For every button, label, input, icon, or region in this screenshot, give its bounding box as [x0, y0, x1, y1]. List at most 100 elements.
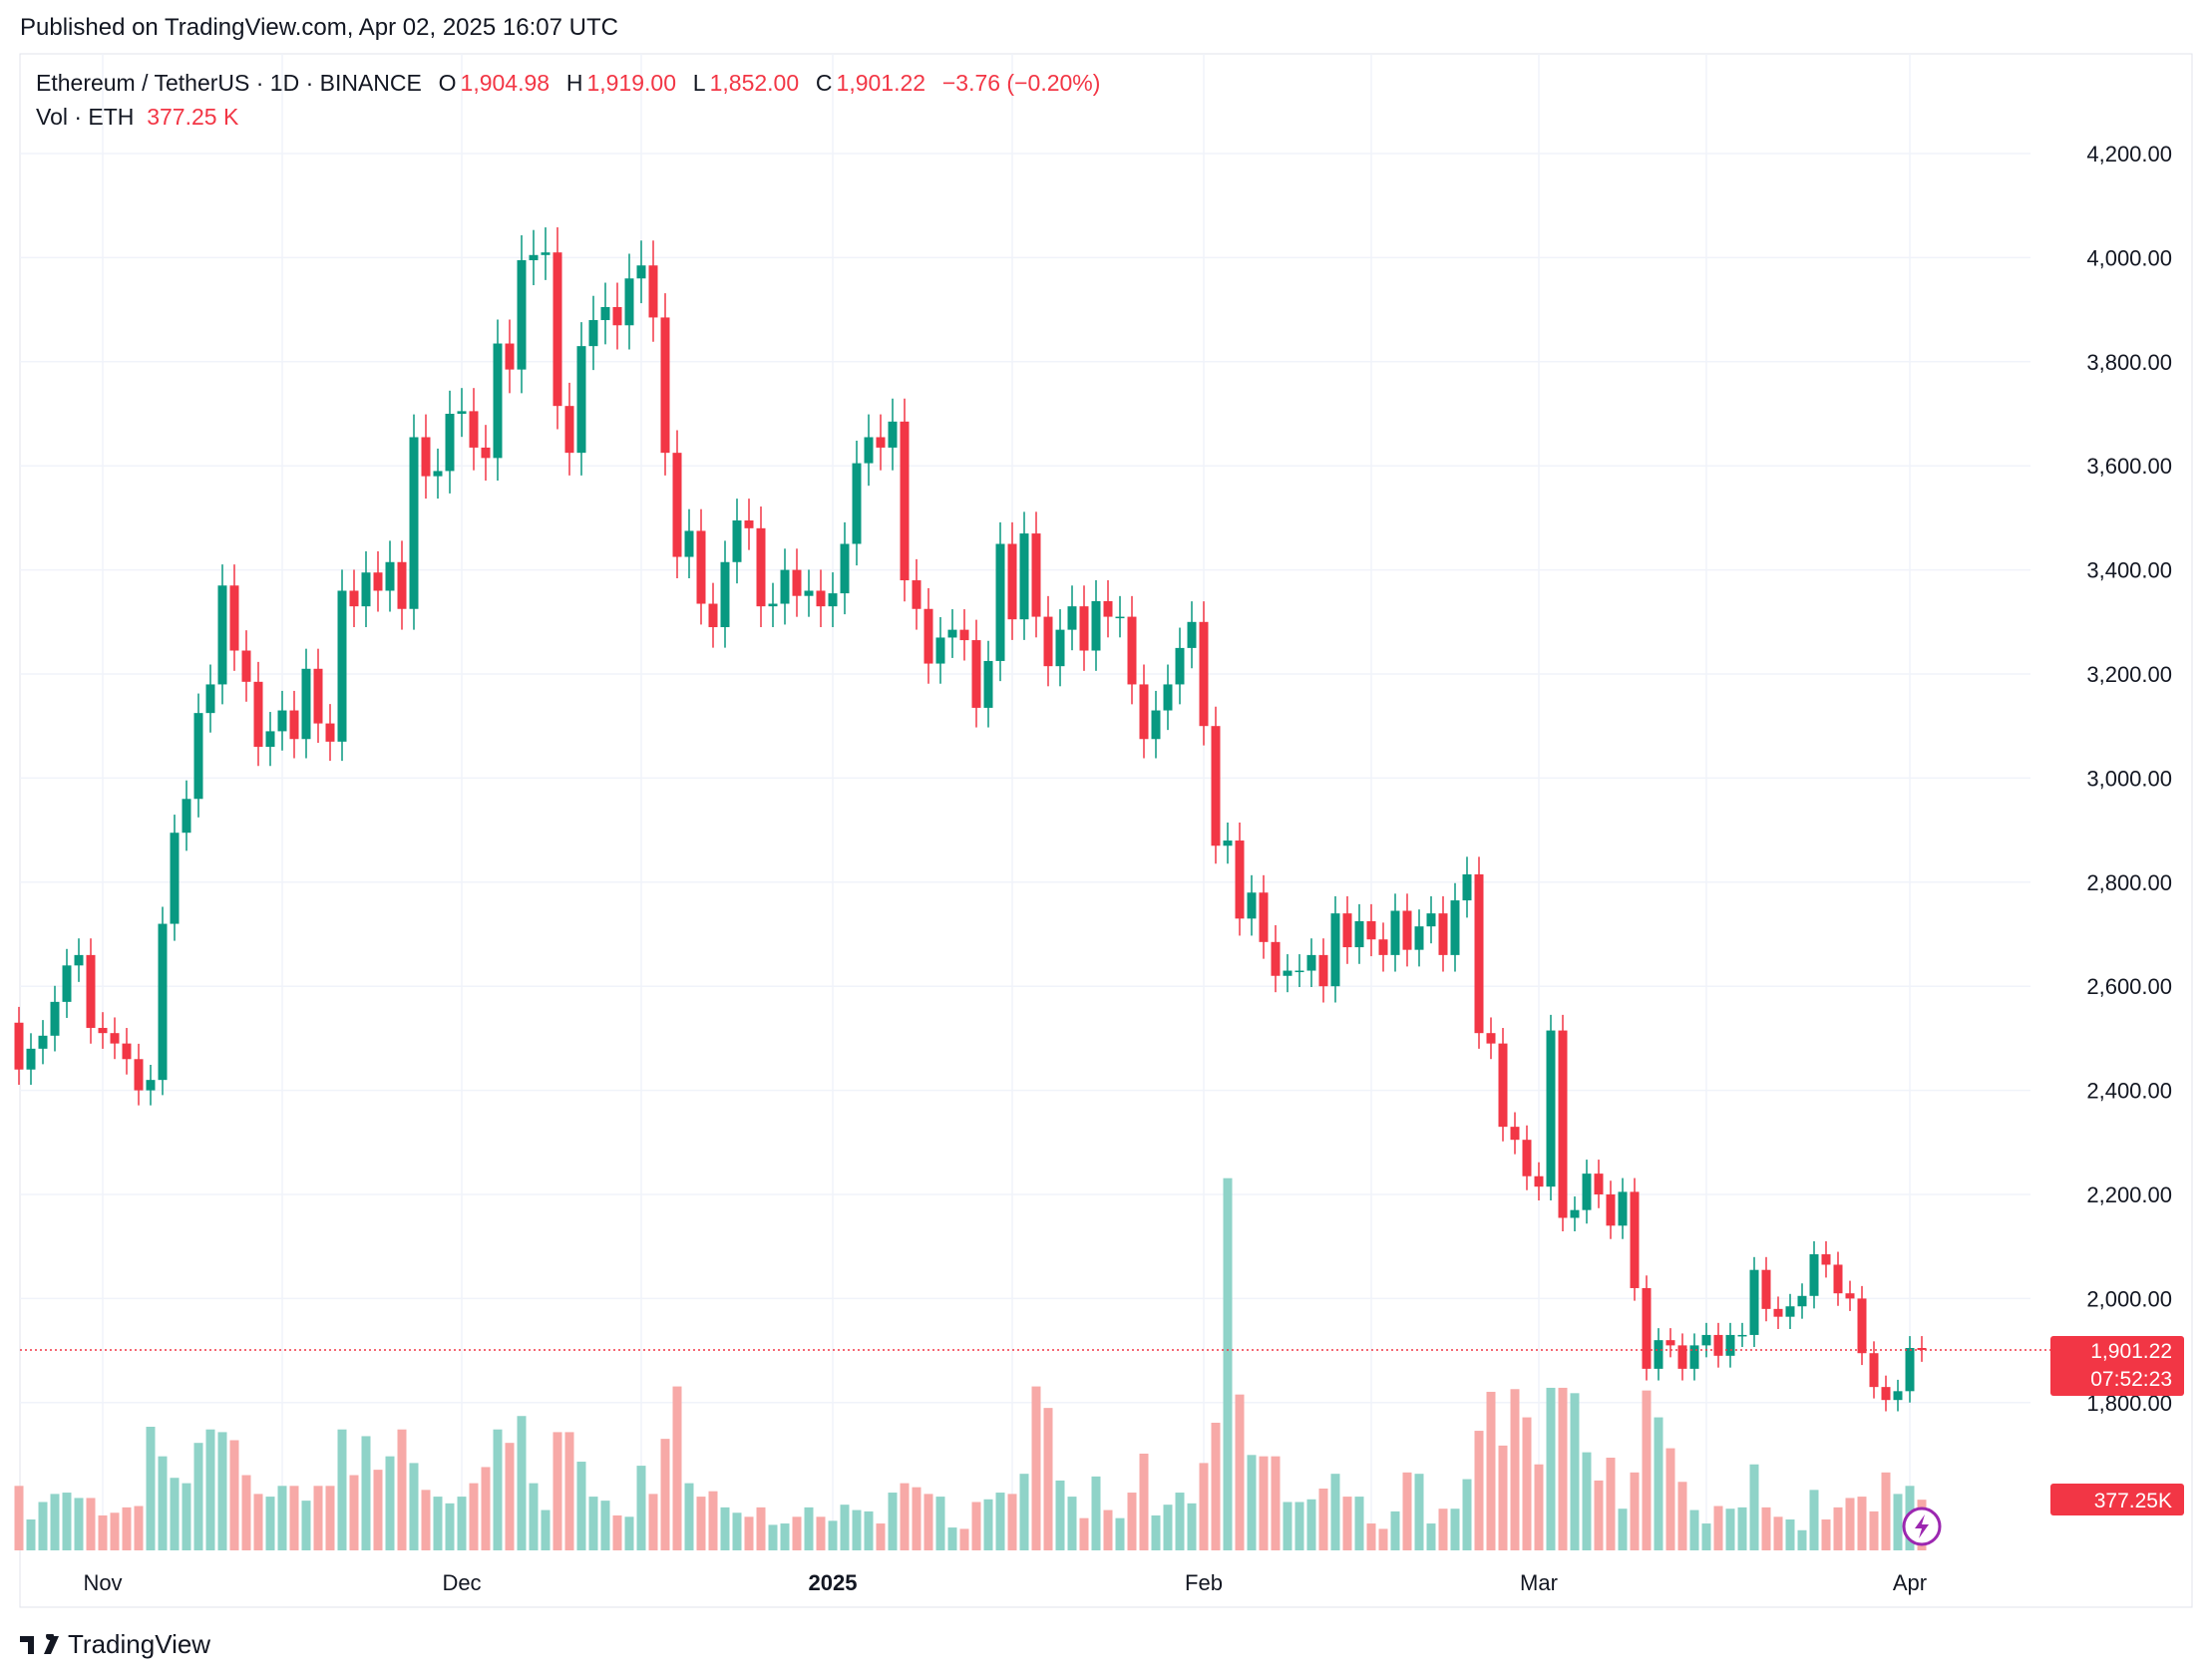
volume-bar	[182, 1483, 191, 1550]
candle-body	[493, 343, 503, 459]
candle-body	[313, 668, 323, 724]
volume-bar	[1486, 1391, 1496, 1550]
candle-body	[277, 710, 287, 732]
candle-body	[349, 590, 359, 607]
volume-bar	[1450, 1509, 1460, 1550]
candle-body	[541, 252, 551, 255]
candle-body	[1486, 1033, 1496, 1044]
volume-bar	[1187, 1503, 1197, 1550]
tradingview-logo[interactable]: TradingView	[20, 1629, 210, 1660]
last-volume-tag: 377.25K	[2050, 1484, 2184, 1515]
time-axis[interactable]: Nov Dec 2025 Feb Mar Apr	[83, 1570, 1927, 1595]
candle-body	[780, 569, 790, 604]
candle-body	[888, 421, 898, 448]
candle-body	[1235, 840, 1245, 919]
volume-bar	[1294, 1502, 1304, 1550]
volume-bar	[636, 1466, 646, 1550]
volume-bar	[445, 1503, 455, 1550]
published-caption: Published on TradingView.com, Apr 02, 20…	[20, 14, 618, 41]
candle-body	[182, 799, 191, 834]
lightning-icon[interactable]	[1902, 1507, 1942, 1546]
candle-body	[1642, 1287, 1652, 1369]
candle-body	[170, 833, 180, 924]
volume-bar	[576, 1462, 586, 1550]
candle-body	[1115, 616, 1125, 619]
candle-body	[205, 684, 215, 714]
candle-body	[445, 414, 455, 472]
candle-body	[564, 406, 574, 454]
candle-body	[1773, 1308, 1783, 1317]
volume-bar	[301, 1501, 311, 1550]
volume-bar	[1510, 1389, 1520, 1550]
symbol-name[interactable]: Ethereum / TetherUS · 1D · BINANCE	[36, 70, 422, 96]
volume-bar	[780, 1523, 790, 1550]
price-tick-label: 2,600.00	[2086, 974, 2172, 999]
volume-bar	[900, 1483, 910, 1550]
volume-bar	[253, 1494, 263, 1550]
candle-body	[1247, 892, 1257, 919]
candle-body	[1199, 621, 1209, 727]
volume-bar	[1139, 1453, 1149, 1550]
candle-body	[840, 543, 850, 594]
candle-body	[1893, 1391, 1903, 1401]
volume-bar	[122, 1507, 132, 1550]
candle-body	[193, 713, 203, 800]
candle-body	[1606, 1194, 1616, 1226]
volume-bar	[1390, 1510, 1400, 1550]
volume-bar	[600, 1501, 610, 1550]
candle-body	[1737, 1334, 1747, 1337]
candle-body	[1283, 970, 1292, 976]
volume-bar	[481, 1467, 491, 1550]
candle-body	[1450, 900, 1460, 955]
volume-bar	[1881, 1472, 1891, 1550]
candle-body	[1151, 710, 1161, 740]
volume-bar	[409, 1463, 419, 1550]
candle-body	[1271, 941, 1281, 976]
volume-bar	[756, 1507, 766, 1550]
volume-bar	[553, 1432, 562, 1550]
volume-bar	[840, 1505, 850, 1550]
candle-body	[1654, 1340, 1663, 1369]
volume-bar	[1223, 1177, 1233, 1550]
candle-body	[1534, 1175, 1544, 1187]
volume-bar	[1259, 1456, 1269, 1550]
candle-body	[373, 572, 383, 591]
candle-body	[636, 265, 646, 279]
candle-body	[1378, 939, 1388, 955]
candle-body	[1211, 726, 1221, 846]
candle-body	[1713, 1334, 1723, 1356]
volume-bar	[804, 1507, 814, 1550]
volume-bar	[38, 1502, 48, 1550]
candle-body	[1665, 1340, 1675, 1346]
candle-body	[971, 640, 981, 708]
price-tick-label: 3,600.00	[2086, 454, 2172, 479]
volume-bars	[14, 1177, 1927, 1550]
volume-label[interactable]: Vol · ETH	[36, 104, 135, 130]
price-tick-label: 2,800.00	[2086, 870, 2172, 895]
volume-bar	[1713, 1506, 1723, 1550]
price-axis[interactable]: 1,800.002,000.002,200.002,400.002,600.00…	[2086, 142, 2172, 1416]
volume-bar	[708, 1491, 718, 1550]
candle-body	[1438, 913, 1448, 955]
volume-bar	[493, 1429, 503, 1550]
volume-bar	[1893, 1494, 1903, 1550]
volume-bar	[923, 1494, 933, 1550]
volume-bar	[1151, 1514, 1161, 1550]
volume-bar	[912, 1487, 922, 1550]
candle-body	[1725, 1334, 1735, 1356]
high-label: H	[565, 70, 583, 96]
volume-bar	[134, 1506, 144, 1550]
volume-bar	[146, 1427, 156, 1550]
volume-bar	[50, 1494, 60, 1550]
volume-bar	[325, 1486, 335, 1550]
countdown-label: 07:52:23	[2090, 1368, 2172, 1391]
candle-body	[696, 530, 706, 604]
candle-body	[1905, 1348, 1915, 1392]
candle-body	[385, 561, 395, 591]
volume-bar	[1211, 1422, 1221, 1550]
candle-body	[995, 543, 1005, 661]
candle-body	[1510, 1127, 1520, 1141]
volume-bar	[337, 1429, 347, 1550]
candle-body	[110, 1033, 120, 1044]
